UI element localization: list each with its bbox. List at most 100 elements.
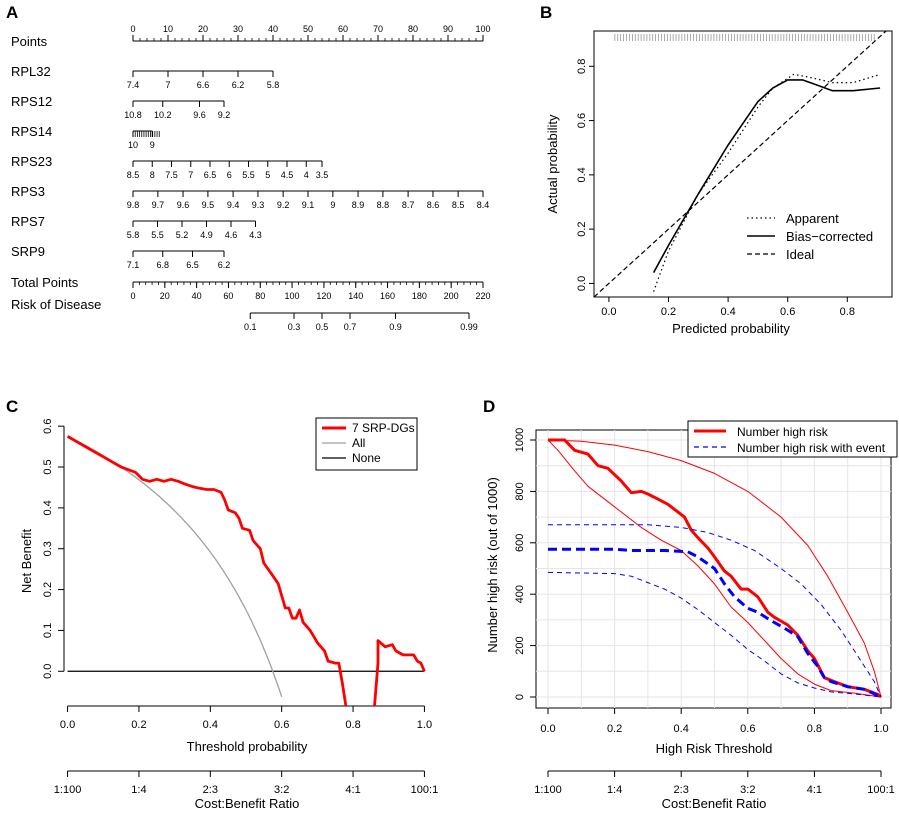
dca-series-model-segment-1 <box>373 639 426 706</box>
dca-x-label: Threshold probability <box>187 739 308 754</box>
panel-letter-a: A <box>6 3 18 22</box>
nomogram-ticklabel-5-7: 9.1 <box>302 200 315 210</box>
cic-legend-box <box>687 420 898 458</box>
calibration-legend: Apparent Bias−corrected Ideal <box>747 211 873 262</box>
cic-cost-benefit-label: Cost:Benefit Ratio <box>662 796 767 811</box>
nomogram-ticklabel-4-2: 7.5 <box>165 170 178 180</box>
decision-curve: 0.0 0.2 0.4 0.6 0.8 1.0 0.0 0.1 0.2 0.3 0.4 0.5 0.6… <box>19 417 439 811</box>
nomogram-ticklabel-8-1: 20 <box>160 291 170 301</box>
calibration-y-ticklabel-1: 0.2 <box>576 221 588 236</box>
nomogram-ticklabel-1-3: 6.2 <box>232 80 245 90</box>
cic-cost-ticklabel-4: 4:1 <box>807 784 822 796</box>
dca-x-ticklabel-4: 0.8 <box>345 719 360 731</box>
cic-lines <box>547 438 882 699</box>
dca-x-ticklabel-5: 1.0 <box>417 719 432 731</box>
nomogram-ticklabel-0-4: 40 <box>268 24 278 34</box>
legend-apparent: Apparent <box>786 211 839 226</box>
dca-x-ticklabel-0: 0.0 <box>60 719 75 731</box>
dca-x-ticklabel-1: 0.2 <box>131 719 146 731</box>
dca-y-label: Net Benefit <box>19 528 34 593</box>
legend-ideal: Ideal <box>786 247 814 262</box>
nomogram-ticklabel-8-5: 100 <box>285 291 300 301</box>
legend-all: All <box>352 436 365 450</box>
nomogram-ticklabel-3-0: 10 <box>128 140 138 150</box>
cic-legend: Number high risk Number high risk with e… <box>687 420 898 458</box>
nomogram-ticklabel-5-10: 8.8 <box>377 200 390 210</box>
dca-cost-ticklabel-5: 100:1 <box>411 784 439 796</box>
nomogram-ticklabel-2-2: 9.6 <box>193 110 206 120</box>
nomogram-ticklabel-0-0: 0 <box>130 24 135 34</box>
cic-x-label: High Risk Threshold <box>656 741 773 756</box>
nomogram-label-1: RPL32 <box>11 64 51 79</box>
calibration-series-apparent <box>653 73 881 292</box>
nomogram-ticklabel-7-2: 6.5 <box>186 260 199 270</box>
nomogram-ticklabel-0-2: 20 <box>198 24 208 34</box>
nomogram-ticklabel-0-8: 80 <box>408 24 418 34</box>
nomogram-ticklabel-8-6: 120 <box>316 291 331 301</box>
calibration-frame <box>593 30 893 298</box>
nomogram-ticklabel-2-0: 10.8 <box>124 110 142 120</box>
dca-legend: 7 SRP-DGs All None <box>315 417 418 471</box>
legend-none: None <box>352 451 381 465</box>
cic-series-number-high-risk-with-event <box>548 547 882 699</box>
nomogram-ticklabel-8-8: 160 <box>380 291 395 301</box>
nomogram-ticklabel-5-3: 9.5 <box>202 200 215 210</box>
nomogram-ticklabel-6-3: 4.9 <box>200 230 213 240</box>
dca-y-ticklabel-6: 0.6 <box>42 419 54 434</box>
cic-y-ticklabel-5: 1000 <box>514 428 526 452</box>
cic-y-axis: 0 200 400 600 800 1000 <box>514 428 536 700</box>
legend-high-risk-event: Number high risk with event <box>737 441 886 455</box>
cic-series-lower <box>547 439 882 698</box>
calibration-x-ticklabel-3: 0.6 <box>780 306 795 318</box>
nomogram-ticklabel-8-0: 0 <box>130 291 135 301</box>
cic-series-event-upper <box>548 524 882 698</box>
dca-y-axis: 0.0 0.1 0.2 0.3 0.4 0.5 0.6 <box>42 419 65 679</box>
nomogram-ticklabel-5-11: 8.7 <box>402 200 415 210</box>
nomogram-ticklabel-1-0: 7.4 <box>127 80 140 90</box>
dca-y-ticklabel-4: 0.4 <box>42 500 54 515</box>
cic-x-ticklabel-5: 1.0 <box>873 723 888 735</box>
nomogram-ticklabel-8-2: 40 <box>192 291 202 301</box>
nomogram-ticklabel-6-1: 5.5 <box>151 230 164 240</box>
dca-y-ticklabel-0: 0.0 <box>42 664 54 679</box>
nomogram-ticklabel-9-2: 0.5 <box>316 322 329 332</box>
nomogram-ticklabel-0-9: 90 <box>443 24 453 34</box>
panel-letter-c: C <box>6 397 18 416</box>
nomogram-ticklabel-7-3: 6.2 <box>218 260 231 270</box>
nomogram-ticklabel-4-3: 7 <box>188 170 193 180</box>
dca-y-ticklabel-2: 0.2 <box>42 582 54 597</box>
nomogram-ticklabel-7-0: 7.1 <box>127 260 140 270</box>
nomogram-ticklabel-4-10: 3.5 <box>316 170 329 180</box>
legend-bias-corrected: Bias−corrected <box>786 229 873 244</box>
nomogram-label-0: Points <box>11 34 48 49</box>
calibration-y-ticklabel-4: 0.8 <box>576 59 588 74</box>
nomogram-ticklabel-6-2: 5.2 <box>176 230 189 240</box>
nomogram-ticklabel-0-6: 60 <box>338 24 348 34</box>
cic-cost-benefit-axis: 1:100 1:4 2:3 3:2 4:1 100:1 <box>534 770 895 796</box>
dca-series-all <box>67 435 283 698</box>
nomogram-ticklabel-4-8: 4.5 <box>281 170 294 180</box>
dca-y-ticklabel-1: 0.1 <box>42 623 54 638</box>
calibration-y-ticklabel-3: 0.6 <box>576 113 588 128</box>
nomogram-ticklabel-2-1: 10.2 <box>154 110 172 120</box>
nomogram-ticklabel-6-0: 5.8 <box>127 230 140 240</box>
nomogram-label-7: SRP9 <box>11 244 45 259</box>
nomogram-label-9: Risk of Disease <box>11 297 101 312</box>
nomogram-ticklabel-8-4: 80 <box>255 291 265 301</box>
dca-cost-ticklabel-2: 2:3 <box>203 784 218 796</box>
dca-series-model-segment-0 <box>66 435 348 706</box>
nomogram-label-6: RPS7 <box>11 214 45 229</box>
nomogram-ticklabel-0-3: 30 <box>233 24 243 34</box>
nomogram-ticklabel-6-5: 4.3 <box>249 230 262 240</box>
dca-x-ticklabel-3: 0.6 <box>274 719 289 731</box>
cic-series-event-lower <box>547 571 882 698</box>
nomogram-ticklabel-5-8: 9 <box>330 200 335 210</box>
calibration-plot: 0.0 0.2 0.4 0.6 0.8 0.0 0.2 0.4 0.6 0.8 Predicte… <box>545 30 893 336</box>
nomogram-ticklabel-3-1: 9 <box>150 140 155 150</box>
nomogram-ticklabel-0-1: 10 <box>163 24 173 34</box>
cic-y-ticklabel-3: 600 <box>514 534 526 552</box>
cic-x-ticklabel-4: 0.8 <box>807 723 822 735</box>
nomogram-ticklabel-4-1: 8 <box>150 170 155 180</box>
